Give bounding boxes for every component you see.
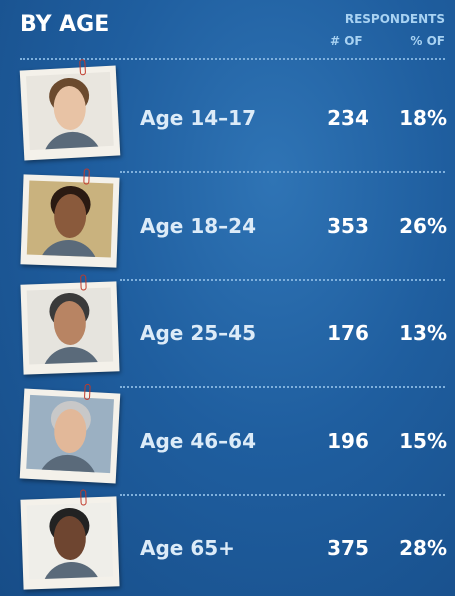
count: 375: [313, 536, 383, 560]
column-header: % OF: [410, 34, 445, 48]
photo: [20, 281, 119, 374]
paper-clip: [83, 168, 90, 184]
column-header: # OF: [330, 34, 363, 48]
photo-image: [26, 72, 114, 150]
photo: [20, 174, 119, 267]
photo-image: [26, 394, 114, 472]
photo-image: [27, 288, 114, 365]
count: 353: [313, 214, 383, 238]
paper-clip: [84, 383, 91, 399]
divider: [120, 171, 445, 173]
row-label: Age 46–64: [140, 429, 256, 453]
count: 234: [313, 106, 383, 130]
face: [53, 193, 87, 238]
percent: 26%: [399, 214, 447, 238]
percent: 15%: [399, 429, 447, 453]
count: 176: [313, 321, 383, 345]
row-label: Age 65+: [140, 536, 235, 560]
percent: 28%: [399, 536, 447, 560]
body: [41, 130, 102, 150]
divider: [120, 386, 445, 388]
page: BY AGE RESPONDENTS # OF % OF Age 14–17 23…: [0, 0, 455, 596]
body: [37, 453, 98, 473]
title: BY AGE: [20, 12, 109, 37]
divider: [120, 494, 445, 496]
paper-clip: [80, 489, 87, 505]
photo-image: [27, 180, 114, 257]
paper-clip: [80, 274, 87, 290]
row-label: Age 25–45: [140, 321, 256, 345]
photo: [20, 496, 119, 589]
row-label: Age 18–24: [140, 214, 256, 238]
body: [41, 346, 102, 365]
divider: [120, 279, 445, 281]
percent: 18%: [399, 106, 447, 130]
group-label: RESPONDENTS: [345, 12, 445, 26]
photo: [20, 66, 121, 161]
paper-clip: [79, 59, 86, 75]
percent: 13%: [399, 321, 447, 345]
photo: [20, 388, 121, 483]
count: 196: [313, 429, 383, 453]
row-label: Age 14–17: [140, 106, 256, 130]
photo-image: [27, 503, 114, 580]
body: [38, 238, 99, 257]
body: [41, 561, 102, 580]
